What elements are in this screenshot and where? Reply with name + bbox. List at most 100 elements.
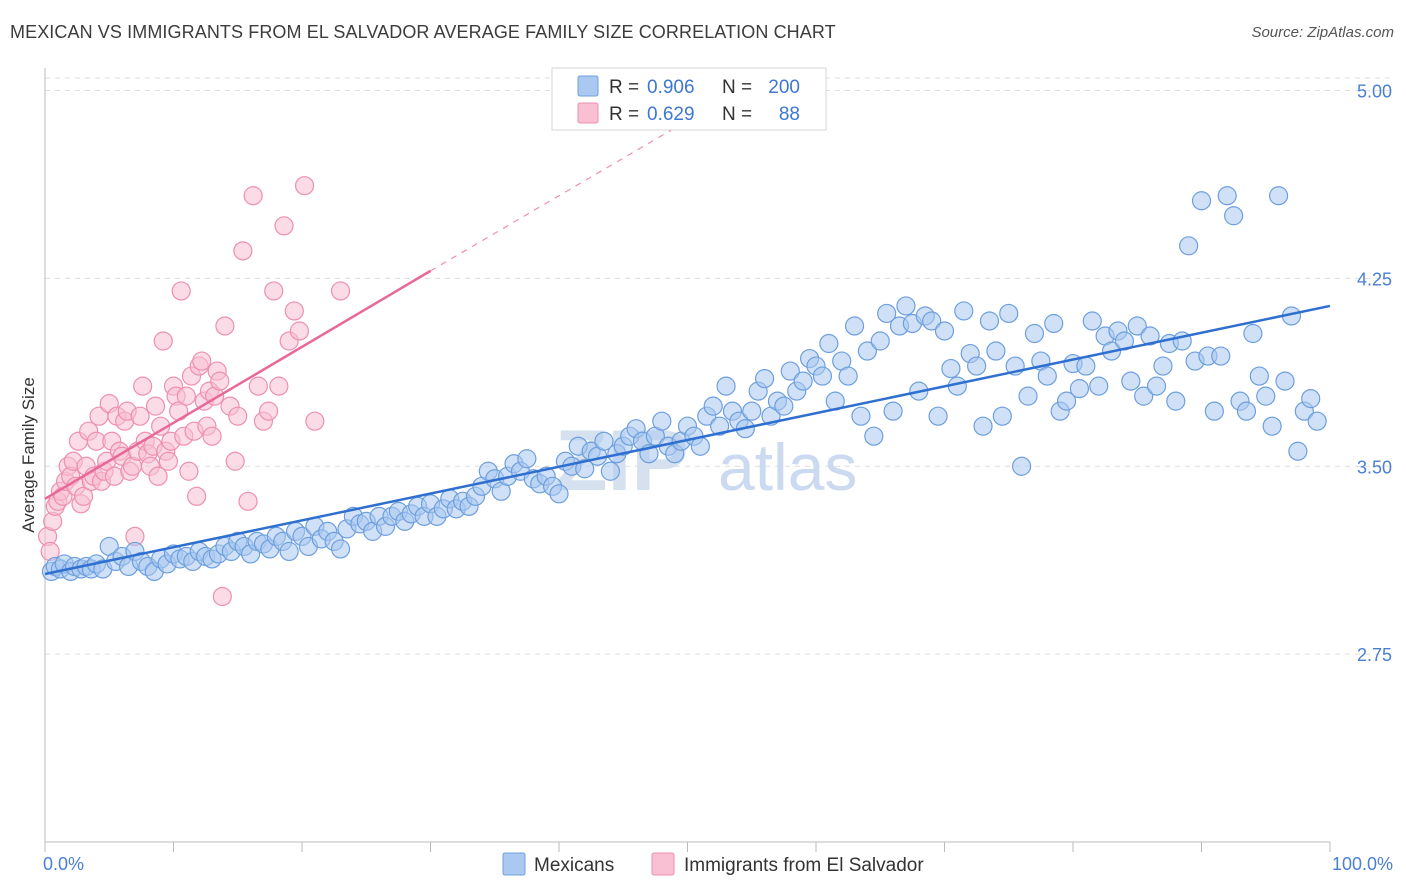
el-salvador-point-47 [158,451,178,471]
el-salvador-point-37 [133,376,153,396]
mexicans-point-81 [549,484,569,504]
legend-r-label-2: R = [609,104,639,125]
el-salvador-point-74 [238,491,258,511]
mexicans-point-139 [922,311,942,331]
legend-r-value-1: 0.906 [647,77,695,98]
mexicans-point-147 [973,416,993,436]
y-tick-label-2: 4.25 [1357,269,1392,289]
y-tick-label-0: 2.75 [1357,645,1392,665]
el-salvador-point-84 [289,321,310,341]
y-axis-title: Average Family Size [19,377,38,533]
watermark-atlas: atlas [718,430,857,504]
bottom-legend-swatch-mexicans [502,852,526,876]
el-salvador-trend-extension [430,120,688,272]
series-el-salvador [37,176,351,607]
el-salvador-point-86 [305,411,325,431]
mexicans-point-146 [967,356,987,376]
el-salvador-point-83 [284,301,304,321]
mexicans-point-116 [774,396,794,416]
el-salvador-trend-line [44,269,432,500]
mexicans-point-190 [1249,366,1269,386]
mexicans-point-132 [877,303,897,324]
mexicans-point-163 [1076,356,1096,376]
el-salvador-point-72 [228,406,248,426]
mexicans-point-174 [1146,376,1167,396]
el-salvador-point-55 [179,461,199,481]
mexicans-point-105 [703,396,723,416]
el-salvador-point-43 [148,466,168,486]
el-salvador-point-75 [243,186,263,206]
bottom-legend: Mexicans Immigrants from El Salvador [502,852,924,876]
mexicans-point-150 [992,406,1012,426]
mexicans-point-188 [1236,401,1257,421]
mexicans-point-198 [1301,389,1321,409]
legend-r-value-2: 0.629 [647,104,695,125]
legend-n-value-1: 200 [768,77,800,98]
mexicans-point-135 [896,296,916,316]
legend-r-label-1: R = [609,77,639,98]
mexicans-point-153 [1011,456,1032,476]
el-salvador-point-78 [258,401,279,421]
el-salvador-point-80 [269,376,289,396]
mexicans-point-185 [1217,186,1237,206]
trend-lines [44,120,1331,576]
mexicans-point-191 [1256,386,1276,406]
bottom-legend-mexicans: Mexicans [534,855,614,876]
mexicans-trend-line [44,304,1331,576]
y-tick-label-3: 5.00 [1357,82,1392,102]
el-salvador-point-42 [145,396,166,416]
mexicans-point-111 [742,401,762,421]
mexicans-point-122 [812,366,833,386]
mexicans-point-158 [1044,313,1064,334]
el-salvador-point-81 [274,216,294,236]
mexicans-point-130 [864,426,884,446]
mexicans-point-181 [1191,191,1212,211]
y-tick-label-1: 3.50 [1357,457,1392,477]
mexicans-point-117 [780,361,800,381]
legend-n-label-1: N = [722,77,752,98]
axes [44,68,1331,852]
el-salvador-point-36 [130,406,150,426]
mexicans-point-149 [986,341,1006,361]
mexicans-point-85 [575,459,595,479]
mexicans-point-89 [600,461,621,481]
mexicans-point-154 [1018,386,1038,406]
el-salvador-point-60 [192,351,212,371]
mexicans-point-189 [1243,323,1263,344]
mexicans-point-196 [1288,441,1308,461]
mexicans-point-155 [1024,323,1045,344]
mexicans-point-126 [838,366,858,386]
el-salvador-point-58 [187,486,207,506]
mexicans-point-76 [517,449,537,469]
mexicans-point-88 [594,431,614,451]
mexicans-point-119 [793,371,813,391]
chart-title: MEXICAN VS IMMIGRANTS FROM EL SALVADOR A… [10,22,836,42]
bottom-legend-swatch-el-salvador [651,852,675,876]
mexicans-point-199 [1307,411,1327,431]
legend: R = 0.906 N = 200 R = 0.629 N = 88 [551,67,827,131]
mexicans-point-47 [330,539,351,559]
mexicans-point-165 [1089,376,1109,396]
mexicans-point-183 [1204,401,1224,421]
mexicans-point-184 [1211,346,1231,366]
mexicans-point-151 [999,303,1019,324]
el-salvador-point-45 [153,331,173,351]
mexicans-point-113 [754,368,775,389]
el-salvador-point-85 [294,176,315,196]
mexicans-point-160 [1056,391,1077,411]
bottom-legend-el-salvador: Immigrants from El Salvador [684,855,924,876]
legend-n-label-2: N = [722,104,752,125]
mexicans-point-194 [1275,371,1295,391]
mexicans-point-192 [1262,416,1282,436]
mexicans-point-123 [819,333,839,354]
legend-n-value-2: 88 [779,104,800,125]
el-salvador-point-69 [215,316,235,336]
mexicans-point-144 [954,301,974,321]
el-salvador-point-71 [225,451,245,471]
mexicans-point-186 [1224,206,1244,226]
el-salvador-point-64 [202,426,222,446]
mexicans-point-141 [934,321,955,341]
mexicans-point-131 [870,331,890,351]
mexicans-point-164 [1082,311,1102,331]
